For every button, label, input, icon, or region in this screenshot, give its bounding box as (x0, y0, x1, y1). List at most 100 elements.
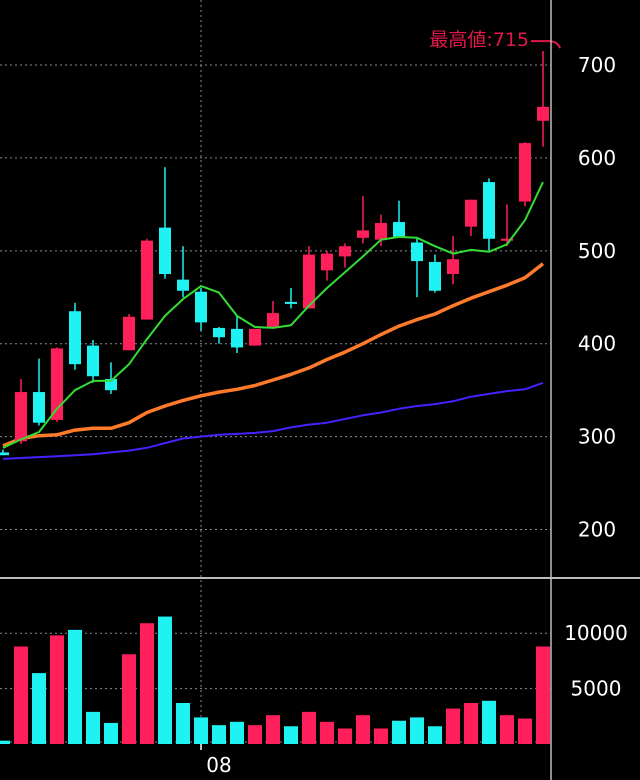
volume-bar (104, 722, 118, 744)
candle-body (195, 291, 207, 323)
candle (231, 315, 243, 354)
x-axis: 08 (200, 744, 232, 777)
volume-bar (482, 700, 496, 744)
candle-body (105, 379, 117, 391)
volume-bar (0, 740, 10, 744)
candle-body (519, 143, 531, 202)
candle (303, 246, 315, 309)
candle (519, 142, 531, 207)
volume-bar (266, 715, 280, 744)
volume-bar (446, 708, 460, 744)
candle (33, 358, 45, 426)
volume-bar (14, 646, 28, 744)
x-tick-label: 08 (206, 753, 231, 777)
candle (213, 327, 225, 344)
volume-bar (536, 646, 550, 744)
candle (87, 340, 99, 383)
candle (15, 379, 27, 445)
candle (483, 178, 495, 251)
candle (285, 288, 297, 309)
candle (465, 199, 477, 236)
candle (501, 204, 513, 247)
candle-body (123, 316, 135, 351)
candle-body (33, 392, 45, 423)
price-gridlines (0, 0, 551, 744)
max-price-label: 最高値:715 (429, 29, 529, 51)
volume-bar (176, 703, 190, 744)
price-tick-label: 300 (578, 425, 616, 449)
candle (249, 328, 261, 346)
max-annotation: 最高値:715 (429, 29, 561, 51)
volume-bar (464, 703, 478, 744)
volume-bar (86, 711, 100, 744)
candle-body (429, 261, 441, 291)
volume-bar (374, 728, 388, 744)
ma-short-path (2, 181, 544, 449)
candles (0, 51, 549, 456)
volume-axis: 5000 10000 (564, 621, 628, 700)
volume-bar (392, 720, 406, 744)
candle-body (51, 348, 63, 420)
price-tick-label: 200 (578, 518, 616, 542)
price-tick-label: 400 (578, 332, 616, 356)
volume-bar (140, 623, 154, 744)
candle-body (303, 254, 315, 309)
volume-bar (50, 635, 64, 744)
candle (105, 362, 117, 394)
candle-body (447, 259, 459, 275)
candle (429, 254, 441, 293)
volume-bars (0, 616, 550, 744)
candle-body (357, 230, 369, 238)
candle (357, 196, 369, 244)
candle (537, 51, 549, 147)
candle-body (375, 222, 387, 240)
candle (195, 288, 207, 331)
candle (69, 302, 81, 370)
volume-bar (68, 629, 82, 744)
volume-bar (230, 721, 244, 744)
volume-bar (158, 616, 172, 744)
candle (321, 250, 333, 281)
candle-body (249, 328, 261, 346)
ma-long-line (2, 381, 544, 460)
ma-mid-path (2, 262, 545, 448)
candle (267, 301, 279, 328)
ma-long-path (2, 381, 544, 460)
ma-short-line (2, 181, 544, 449)
candle-body (393, 222, 405, 237)
candle (51, 347, 63, 422)
candle-body (177, 279, 189, 291)
volume-bar (410, 717, 424, 744)
candle (0, 449, 9, 456)
candle-body (231, 328, 243, 348)
volume-bar (284, 726, 298, 744)
candle-body (321, 253, 333, 271)
candle-body (0, 452, 9, 456)
price-panel: 200 300 400 500 600 700 最高値:715 (0, 0, 616, 744)
candle-body (213, 327, 225, 338)
candle (141, 238, 153, 320)
candle (159, 167, 171, 279)
price-tick-label: 700 (578, 53, 616, 77)
volume-bar (428, 726, 442, 744)
candle (411, 237, 423, 298)
candle-body (141, 240, 153, 320)
candle (393, 200, 405, 238)
volume-bar (194, 717, 208, 744)
ma-mid-line (2, 262, 545, 448)
candle-body (483, 182, 495, 239)
candle-body (285, 301, 297, 304)
volume-tick-label: 10000 (564, 621, 628, 645)
volume-bar (320, 721, 334, 744)
volume-bar (356, 715, 370, 744)
candle-body (159, 227, 171, 275)
candle-body (411, 242, 423, 262)
candle-body (537, 106, 549, 121)
volume-bar (338, 728, 352, 744)
max-price-arrow (531, 40, 561, 49)
candle (123, 314, 135, 351)
candle-body (465, 199, 477, 227)
candle-body (267, 313, 279, 328)
